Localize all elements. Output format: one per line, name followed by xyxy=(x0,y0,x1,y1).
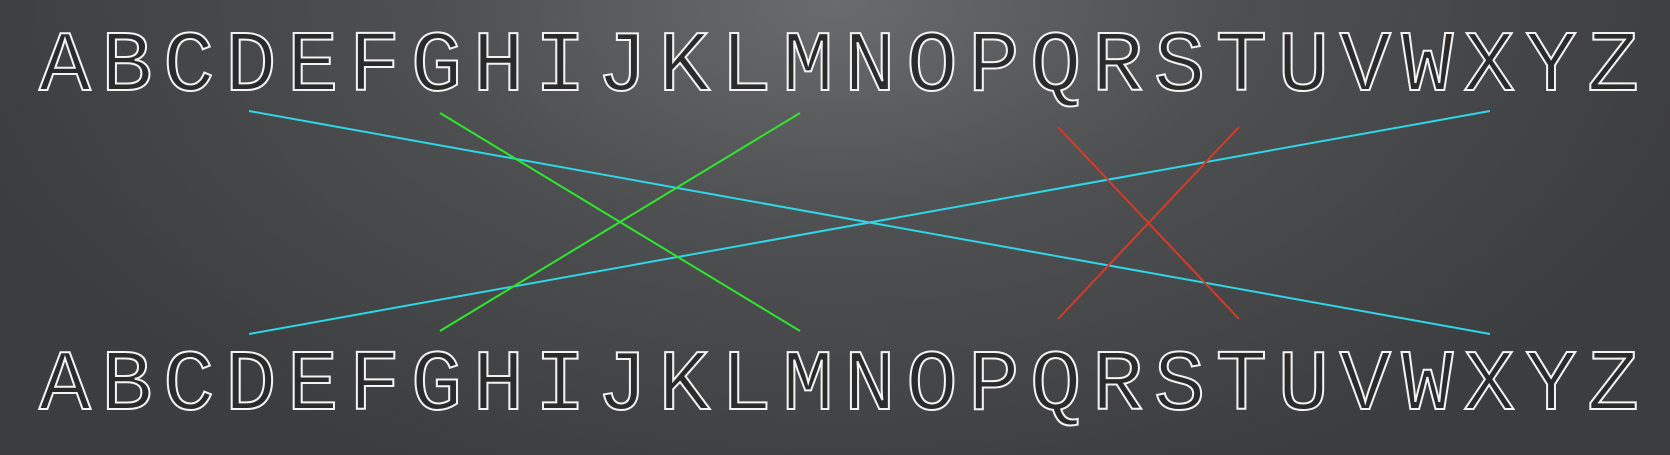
top-letter-d: D xyxy=(224,18,278,116)
bottom-letter-r: R xyxy=(1091,337,1145,435)
top-letter-s: S xyxy=(1153,18,1207,116)
bottom-letter-b: B xyxy=(100,337,154,435)
bottom-letter-v: V xyxy=(1339,337,1393,435)
bottom-letter-o: O xyxy=(905,337,959,435)
bottom-letter-n: N xyxy=(843,337,897,435)
top-letter-p: P xyxy=(967,18,1021,116)
cyan-line-ascending xyxy=(248,110,1491,335)
top-letter-f: F xyxy=(348,18,402,116)
top-letter-l: L xyxy=(719,18,773,116)
bottom-letter-i: I xyxy=(534,337,588,435)
bottom-letter-d: D xyxy=(224,337,278,435)
top-letter-r: R xyxy=(1091,18,1145,116)
top-letter-t: T xyxy=(1215,18,1269,116)
bottom-letter-q: Q xyxy=(1029,337,1083,435)
top-letter-a: A xyxy=(38,18,92,116)
top-letter-n: N xyxy=(843,18,897,116)
top-letter-m: M xyxy=(781,18,835,116)
bottom-letter-m: M xyxy=(781,337,835,435)
red-line-ascending xyxy=(1057,126,1240,320)
top-letter-c: C xyxy=(162,18,216,116)
bottom-letter-f: F xyxy=(348,337,402,435)
bottom-letter-w: W xyxy=(1400,337,1454,435)
bottom-letter-y: Y xyxy=(1524,337,1578,435)
bottom-letter-z: Z xyxy=(1586,337,1640,435)
bottom-letter-x: X xyxy=(1462,337,1516,435)
top-letter-o: O xyxy=(905,18,959,116)
bottom-letter-t: T xyxy=(1215,337,1269,435)
bottom-letter-h: H xyxy=(472,337,526,435)
top-letter-b: B xyxy=(100,18,154,116)
top-letter-k: K xyxy=(657,18,711,116)
top-letter-x: X xyxy=(1462,18,1516,116)
bottom-letter-c: C xyxy=(162,337,216,435)
top-letter-h: H xyxy=(472,18,526,116)
bottom-letter-a: A xyxy=(38,337,92,435)
top-letter-v: V xyxy=(1339,18,1393,116)
top-letter-w: W xyxy=(1400,18,1454,116)
top-letter-u: U xyxy=(1277,18,1331,116)
bottom-letter-u: U xyxy=(1277,337,1331,435)
bottom-letter-p: P xyxy=(967,337,1021,435)
top-letter-y: Y xyxy=(1524,18,1578,116)
green-line-ascending xyxy=(439,112,801,332)
top-letter-q: Q xyxy=(1029,18,1083,116)
top-letter-i: I xyxy=(534,18,588,116)
top-letter-j: J xyxy=(595,18,649,116)
bottom-letter-e: E xyxy=(286,337,340,435)
bottom-letter-k: K xyxy=(657,337,711,435)
bottom-letter-l: L xyxy=(719,337,773,435)
top-letter-e: E xyxy=(286,18,340,116)
top-letter-g: G xyxy=(410,18,464,116)
bottom-letter-g: G xyxy=(410,337,464,435)
bottom-letter-s: S xyxy=(1153,337,1207,435)
bottom-letter-j: J xyxy=(595,337,649,435)
top-letter-z: Z xyxy=(1586,18,1640,116)
